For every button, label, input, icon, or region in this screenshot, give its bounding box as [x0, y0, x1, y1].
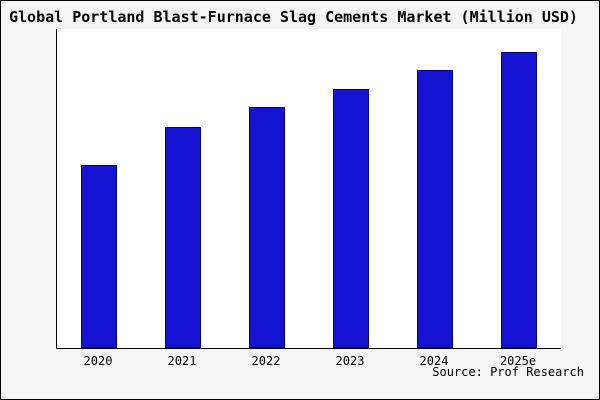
- bar-2022: [249, 107, 285, 348]
- bar-2021: [165, 127, 201, 348]
- bar-2023: [333, 89, 369, 348]
- plot-area: [56, 29, 561, 349]
- x-tick-label-2025e: 2025e: [499, 354, 537, 368]
- x-tick-label-2023: 2023: [335, 354, 365, 368]
- chart-title: Global Portland Blast-Furnace Slag Cemen…: [9, 8, 578, 26]
- x-tick-label-2024: 2024: [419, 354, 449, 368]
- source-credit: Source: Prof Research: [432, 365, 584, 379]
- bar-2024: [417, 70, 453, 348]
- x-tick-label-2022: 2022: [251, 354, 281, 368]
- bar-2025e: [501, 52, 537, 348]
- x-tick-label-2020: 2020: [83, 354, 113, 368]
- x-tick-label-2021: 2021: [167, 354, 197, 368]
- bar-2020: [81, 165, 117, 348]
